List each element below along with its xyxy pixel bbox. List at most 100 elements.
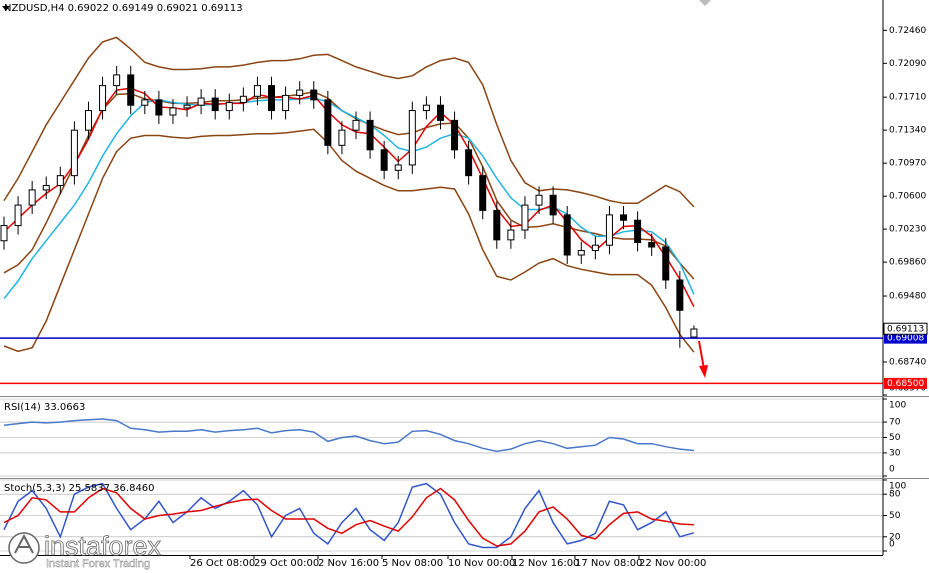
level-label-box [884, 332, 927, 344]
candle-body [648, 242, 656, 248]
menu-arrow[interactable] [2, 6, 10, 11]
candle-body [521, 204, 529, 231]
candle-body [183, 104, 191, 109]
candle-body [690, 328, 698, 338]
y-tick-label: 0.68740 [889, 358, 926, 368]
y-tick-label: 50 [889, 433, 901, 443]
layers: 0.72460 0.72090 0.71710 0.71340 0.70970 0.706… [0, 3, 928, 569]
candle-body [591, 244, 599, 252]
y-tick-label: 70 [889, 418, 901, 428]
candle-body [422, 104, 430, 112]
y-tick-label: 20 [889, 532, 901, 542]
candle-body [113, 74, 121, 87]
panel-title: Stoch(5,3,3) 25.5837 36.8460 [4, 483, 155, 494]
y-tick-label: 0 [889, 540, 895, 550]
candle-body [563, 214, 571, 256]
x-tick-label: 26 Oct 08:00 [190, 558, 255, 569]
indicator-line [3, 36, 695, 208]
candle-body [310, 89, 318, 101]
candle-body [380, 149, 388, 171]
candle-body [451, 119, 459, 151]
candle-body [507, 229, 515, 241]
y-tick-label: 0.70600 [889, 192, 926, 202]
candle-body [127, 74, 135, 106]
y-tick-label: 0.69480 [889, 292, 926, 302]
candle-body [549, 194, 557, 216]
candle-body [296, 89, 304, 96]
candle-body [605, 214, 613, 246]
logo-text: instaforex [44, 531, 162, 561]
x-tick-label: 10 Nov 00:00 [448, 558, 515, 569]
candle-body [99, 85, 107, 112]
candle-body [394, 164, 402, 171]
candle-body [253, 85, 261, 97]
candle-body [676, 279, 684, 311]
indicator-line [3, 87, 695, 308]
x-tick-label: 29 Oct 00:00 [254, 558, 319, 569]
price-label-box [883, 322, 928, 335]
candle-body [14, 204, 22, 227]
x-tick-label: 2 Nov 16:00 [318, 558, 379, 569]
price-label: 0.69113 [887, 324, 924, 334]
candle-body [577, 250, 585, 256]
indicator-line [3, 128, 695, 353]
level-label: 0.69008 [887, 334, 924, 344]
candle-body [366, 119, 374, 151]
logo: instaforex Instant Forex Trading [8, 531, 162, 570]
y-tick-label: 80 [889, 490, 901, 500]
candle-body [239, 95, 247, 104]
y-tick-label: 0.71340 [889, 126, 926, 136]
candle-body [70, 129, 78, 177]
y-tick-label: 0.72460 [889, 26, 926, 36]
candle-body [662, 246, 670, 281]
x-tick-label: 5 Nov 08:00 [382, 558, 443, 569]
candle-body [141, 99, 149, 106]
candle-body [56, 175, 64, 186]
y-tick-label: 0.71710 [889, 93, 926, 103]
candle-body [535, 194, 543, 206]
candle-body [408, 110, 416, 166]
y-tick-label: 0.70970 [889, 159, 926, 169]
candle-body [155, 99, 163, 116]
candle-body [493, 209, 501, 241]
y-tick-label: 30 [889, 448, 901, 458]
candle-body [84, 110, 92, 131]
candle-body [324, 99, 332, 146]
candle-body [479, 175, 487, 211]
arrow [698, 340, 705, 370]
candle-body [436, 104, 444, 121]
candle-body [634, 219, 642, 244]
candle-body [268, 85, 276, 112]
level-label-box [884, 377, 927, 389]
y-tick-label: 0 [889, 465, 895, 475]
candle-body [338, 129, 346, 146]
y-tick-label: 0.69860 [889, 258, 926, 268]
y-tick-label: 100 [889, 482, 906, 492]
candle-body [42, 184, 50, 191]
x-tick-label: 17 Nov 08:00 [575, 558, 642, 569]
candle-body [352, 119, 360, 131]
level-label: 0.68500 [887, 379, 924, 389]
arrow-head [699, 365, 708, 378]
candle-body [0, 225, 8, 242]
candle-body [197, 97, 205, 106]
x-tick-label: 12 Nov 16:00 [512, 558, 579, 569]
indicator-line [3, 487, 694, 547]
candle-body [169, 107, 177, 116]
y-tick-label: 100 [889, 401, 906, 411]
candle-body [211, 97, 219, 112]
shift-marker[interactable] [699, 0, 711, 6]
panel-title: RSI(14) 33.0663 [4, 402, 85, 413]
panel-title: NZDUSD,H4 0.69022 0.69149 0.69021 0.6911… [4, 3, 243, 14]
candle-body [282, 94, 290, 112]
indicator-line [3, 482, 695, 549]
candle-body [620, 214, 628, 221]
indicator-line [3, 97, 695, 300]
candle-body [28, 189, 36, 206]
logo-mark [14, 533, 34, 554]
indicator-line [3, 418, 694, 453]
y-tick-label: 0.72090 [889, 59, 926, 69]
candle-body [225, 102, 233, 112]
